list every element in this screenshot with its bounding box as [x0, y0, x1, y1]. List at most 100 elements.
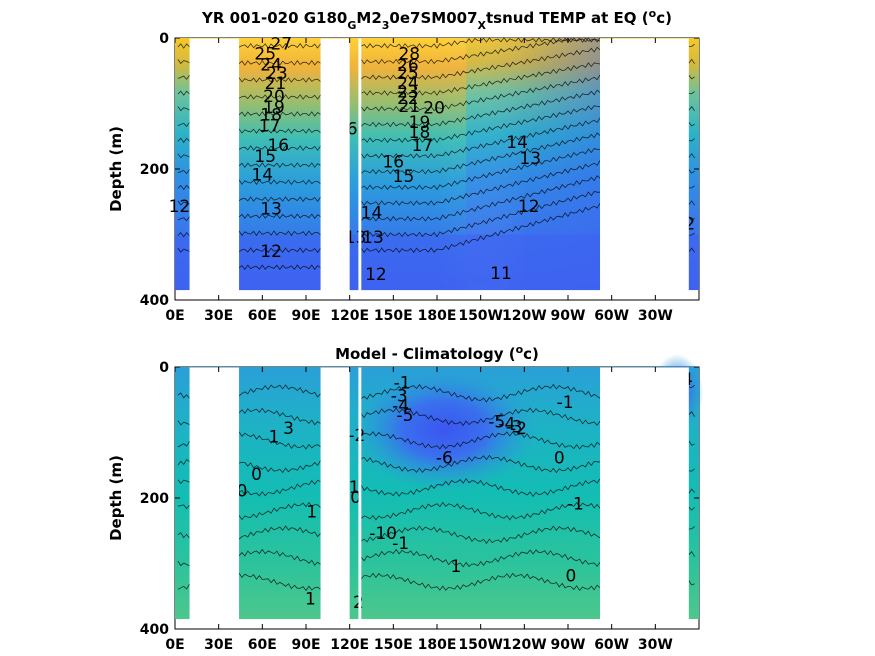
- x-tick-label: 60E: [248, 637, 277, 653]
- contour-line: [177, 459, 190, 466]
- contour-label: 19: [409, 113, 431, 133]
- contour-line: [361, 525, 601, 544]
- contour-line: [238, 77, 321, 83]
- contour-line: [688, 507, 695, 511]
- contour-label: 14: [506, 133, 528, 153]
- contour-line: [177, 504, 190, 510]
- contour-label: 14: [251, 166, 273, 186]
- contour-line: [360, 37, 601, 65]
- contour-label: -2: [348, 426, 365, 446]
- title-part: Model - Climatology (: [335, 345, 516, 363]
- field-cold-bias-core: [349, 367, 539, 492]
- contour-label: -1: [557, 393, 574, 413]
- x-tick-label: 180E: [418, 308, 457, 324]
- contour-line: [688, 122, 695, 127]
- land-mask-column: [600, 38, 689, 300]
- contour-label: 18: [409, 123, 431, 143]
- title-subscript: G: [347, 19, 356, 32]
- contour-line: [177, 184, 190, 191]
- contour-line: [361, 431, 601, 450]
- contour-line: [361, 105, 601, 144]
- contour-line: [177, 90, 190, 96]
- contour-label: 1: [305, 590, 316, 610]
- contour-label: 16: [267, 136, 289, 156]
- title-part: tsnud TEMP at EQ (: [486, 9, 649, 27]
- contour-label: 15: [393, 167, 415, 187]
- contour-line: [177, 392, 190, 399]
- x-tick-label: 30W: [638, 637, 673, 653]
- top-y-axis-label: Depth (m): [107, 126, 125, 212]
- contour-line: [688, 232, 695, 236]
- contour-line: [688, 580, 695, 586]
- contour-label: -2: [510, 419, 527, 439]
- title-part: M2: [356, 9, 381, 27]
- y-tick-label: 200: [140, 491, 169, 507]
- x-tick-label: 150W: [458, 308, 503, 324]
- contour-line: [177, 74, 190, 80]
- contour-label: 0: [554, 449, 565, 469]
- contour-label: 11: [490, 264, 512, 284]
- contour-label: 25: [397, 64, 419, 84]
- contour-line: [360, 203, 601, 254]
- contour-line: [238, 501, 321, 521]
- y-tick-label: 400: [140, 293, 169, 309]
- contour-line: [361, 89, 601, 128]
- contour-line: [238, 247, 321, 254]
- contour-line: [238, 43, 321, 49]
- contour-line: [238, 145, 321, 151]
- contour-label: 3: [283, 419, 294, 439]
- title-part: c): [523, 345, 539, 363]
- contour-line: [360, 74, 601, 112]
- y-tick-label: 200: [140, 162, 169, 178]
- contour-line: [177, 200, 190, 206]
- x-tick-label: 30E: [204, 308, 233, 324]
- contour-line: [360, 160, 601, 206]
- contour-label: 13: [260, 200, 282, 220]
- bottom-chart-title: Model - Climatology (oc): [335, 343, 539, 363]
- bottom-contour-lines: [177, 383, 695, 592]
- contour-line: [688, 74, 695, 80]
- contour-label: 12: [518, 197, 540, 217]
- title-part: 0e7SM007: [389, 9, 477, 27]
- contour-label: 0: [565, 567, 576, 587]
- land-mask-column: [320, 38, 350, 300]
- contour-line: [238, 407, 321, 426]
- contour-line: [177, 169, 190, 175]
- title-superscript: o: [649, 7, 657, 20]
- contour-line: [360, 478, 601, 497]
- x-tick-label: 120E: [330, 308, 369, 324]
- contour-line: [361, 132, 601, 175]
- contour-line: [688, 468, 695, 472]
- contour-line: [688, 169, 695, 174]
- contour-label: -4: [392, 396, 409, 416]
- contour-label: 18: [260, 105, 282, 125]
- x-tick-label: 60E: [248, 308, 277, 324]
- x-tick-label: 30W: [638, 308, 673, 324]
- contour-line: [688, 200, 695, 206]
- contour-line: [177, 560, 190, 567]
- contour-label: 24: [260, 56, 282, 76]
- x-tick-label: 60W: [594, 308, 629, 324]
- contour-label: -3: [391, 387, 408, 407]
- contour-label: 12: [260, 242, 282, 262]
- contour-label: 12: [365, 265, 387, 285]
- contour-line: [688, 440, 695, 446]
- contour-line: [688, 91, 695, 95]
- bottom-land-mask: [175, 367, 699, 629]
- contour-label: 13: [519, 149, 541, 169]
- contour-line: [238, 196, 321, 202]
- contour-label: 20: [263, 87, 285, 107]
- contour-label: 26: [397, 56, 419, 76]
- contour-line: [177, 420, 190, 426]
- contour-line: [238, 479, 321, 497]
- title-subscript: 3: [382, 19, 390, 32]
- contour-label: 27: [270, 35, 292, 55]
- x-tick-label: 0E: [165, 637, 184, 653]
- contour-line: [360, 117, 601, 159]
- contour-line: [238, 213, 321, 220]
- contour-line: [361, 454, 601, 474]
- contour-line: [688, 488, 695, 494]
- contour-line: [361, 46, 601, 81]
- contour-line: [238, 525, 321, 540]
